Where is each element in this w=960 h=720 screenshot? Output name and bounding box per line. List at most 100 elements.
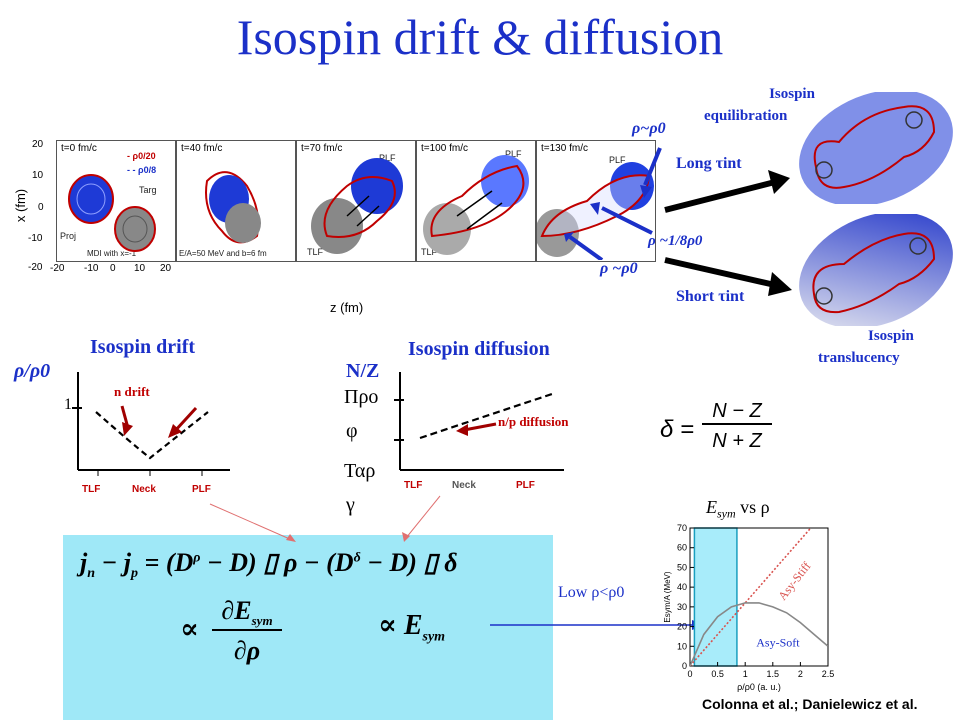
targ-label: Targ: [139, 185, 157, 195]
drift-one-tick: 1: [64, 396, 72, 413]
eq-j-n: j: [80, 548, 88, 577]
plot-frame: [689, 527, 829, 667]
x-tick-label: 0: [687, 669, 692, 679]
drift-xcat-tlf: TLF: [82, 484, 101, 495]
diffusion-garble-4: γ: [346, 494, 355, 516]
snapshot-time: t=130 fm/c: [541, 143, 588, 154]
drift-annotation: n drift: [114, 384, 150, 399]
tlf-label: TLF: [307, 247, 324, 257]
page-title: Isospin drift & diffusion: [236, 9, 724, 65]
prop-left-symbol: ∝: [180, 614, 199, 645]
snapshot-time: t=0 fm/c: [61, 143, 97, 154]
prop-right-sub: sym: [422, 629, 446, 645]
esym-chart: 0 10 20 30 40 50 60 70 0 0.5 1 1.5 2 2.5 ρ/ρ0 (a. u.) E…: [663, 523, 835, 692]
eq-minus: −: [95, 548, 124, 577]
snapshot-panel-5: t=130 fm/c PLF TLF: [536, 140, 656, 262]
x-tick-label: 2: [798, 669, 803, 679]
proj-label: Proj: [60, 231, 77, 241]
esym-e: E: [706, 497, 717, 517]
eq-sup-rho: ρ: [193, 550, 201, 566]
x-tick: 10: [134, 263, 146, 274]
mdi-text: MDI with x=-1: [87, 249, 137, 258]
plf-label: PLF: [609, 155, 626, 165]
x-tick: -10: [84, 263, 99, 274]
snapshot-time: t=100 fm/c: [421, 143, 468, 154]
esym-vs: vs ρ: [735, 497, 770, 517]
x-tick-label: 1.5: [767, 669, 780, 679]
low-rho-label: Low ρ<ρ0: [558, 584, 625, 601]
collision-graphic: [311, 158, 403, 254]
eq-part5: ) ▯ δ: [408, 548, 458, 577]
diffusion-xcat-neck: Neck: [452, 480, 476, 491]
eq-sup-delta: δ: [353, 550, 361, 566]
y-tick: 0: [38, 202, 44, 213]
citation: Colonna et al.; Danielewicz et al.: [702, 696, 918, 712]
series-label-asy-soft: Asy-Soft: [756, 635, 800, 649]
diffusion-heading: Isospin diffusion: [408, 338, 550, 360]
drift-ylabel: ρ/ρ0: [14, 360, 51, 382]
eq-part4: − D: [360, 548, 409, 577]
diffusion-xcat-tlf: TLF: [404, 480, 423, 491]
eq-part2: − D: [200, 548, 249, 577]
legend-red: - ρ0/20: [127, 151, 156, 161]
plf-label: PLF: [379, 153, 396, 163]
y-tick-label: 60: [677, 543, 687, 553]
rho-top-label: ρ~ρ0: [632, 120, 666, 137]
esym-chart-title: Esym vs ρ: [706, 497, 770, 522]
eq-part3: ) ▯ ρ − (D: [248, 548, 354, 577]
drift-xcat-plf: PLF: [192, 484, 211, 495]
x-axis-label: z (fm): [330, 300, 364, 315]
y-tick: -20: [28, 262, 43, 273]
prop-left-denominator: ∂ρ: [233, 636, 261, 665]
tlf-label: TLF: [547, 261, 563, 262]
ea-text: E/A=50 MeV and b=6 fm: [179, 249, 267, 258]
drift-heading: Isospin drift: [90, 336, 196, 358]
diffusion-garble-1: Προ: [344, 386, 379, 408]
x-axis-label: ρ/ρ0 (a. u.): [737, 682, 781, 692]
translucency-line1: Isospin: [868, 328, 914, 344]
delta-denominator: N + Z: [712, 430, 762, 452]
drift-plot: [72, 372, 230, 476]
equilibration-line1: Isospin: [769, 86, 815, 102]
x-tick: 20: [160, 263, 172, 274]
y-tick-label: 30: [677, 602, 687, 612]
tau-arrows: [664, 170, 792, 296]
eq-part1: = (D: [138, 548, 194, 577]
snapshot-panel-4: t=100 fm/c PLF TLF: [416, 140, 536, 262]
y-tick: 20: [32, 139, 44, 150]
prop-right-e: E: [403, 610, 423, 641]
diffusion-garble-3: Ταρ: [344, 460, 376, 482]
x-tick-label: 1: [743, 669, 748, 679]
eq-j-p: j: [123, 548, 132, 577]
y-tick: 10: [32, 170, 44, 181]
x-tick-label: 0.5: [711, 669, 724, 679]
delta-lhs: δ =: [660, 416, 695, 443]
diffusion-xcat-plf: PLF: [516, 480, 535, 491]
snapshot-time: t=40 fm/c: [181, 143, 223, 154]
equation-box: [63, 535, 553, 720]
snapshot-panel-2: t=40 fm/c E/A=50 MeV and b=6 fm: [176, 140, 296, 262]
x-tick: -20: [50, 263, 65, 274]
eq-sub-p: p: [131, 566, 139, 582]
collision-graphic: [423, 155, 529, 255]
prop-left-num-text: ∂E: [221, 596, 252, 625]
equilibration-graphic: [799, 92, 953, 204]
snapshot-panel-1: t=0 fm/c - ρ0/20 - - ρ0/8 Targ Proj MDI …: [56, 140, 176, 262]
prop-left-sub: sym: [251, 613, 273, 629]
equation-main: jn − jp = (Dρ − D) ▯ ρ − (Dδ − D) ▯ δ: [80, 548, 458, 582]
plf-label: PLF: [505, 149, 522, 159]
y-tick: -10: [28, 233, 43, 244]
y-tick-label: 50: [677, 562, 687, 572]
x-tick-label: 2.5: [822, 669, 835, 679]
rho-arrows: [564, 147, 662, 260]
eq-sub-n: n: [87, 566, 96, 582]
equilibration-line2: equilibration: [704, 108, 788, 124]
rho-bottom-label: ρ ~ρ0: [600, 260, 638, 277]
tlf-label: TLF: [421, 247, 438, 257]
y-tick-label: 0: [682, 661, 687, 671]
diffusion-plot: [394, 372, 564, 471]
diffusion-annotation: n/p diffusion: [498, 414, 569, 429]
esym-sub: sym: [717, 506, 736, 521]
prop-left-numerator: ∂Esym: [212, 596, 282, 632]
series-label-asy-stiff: Asy-Stiff: [775, 559, 813, 603]
